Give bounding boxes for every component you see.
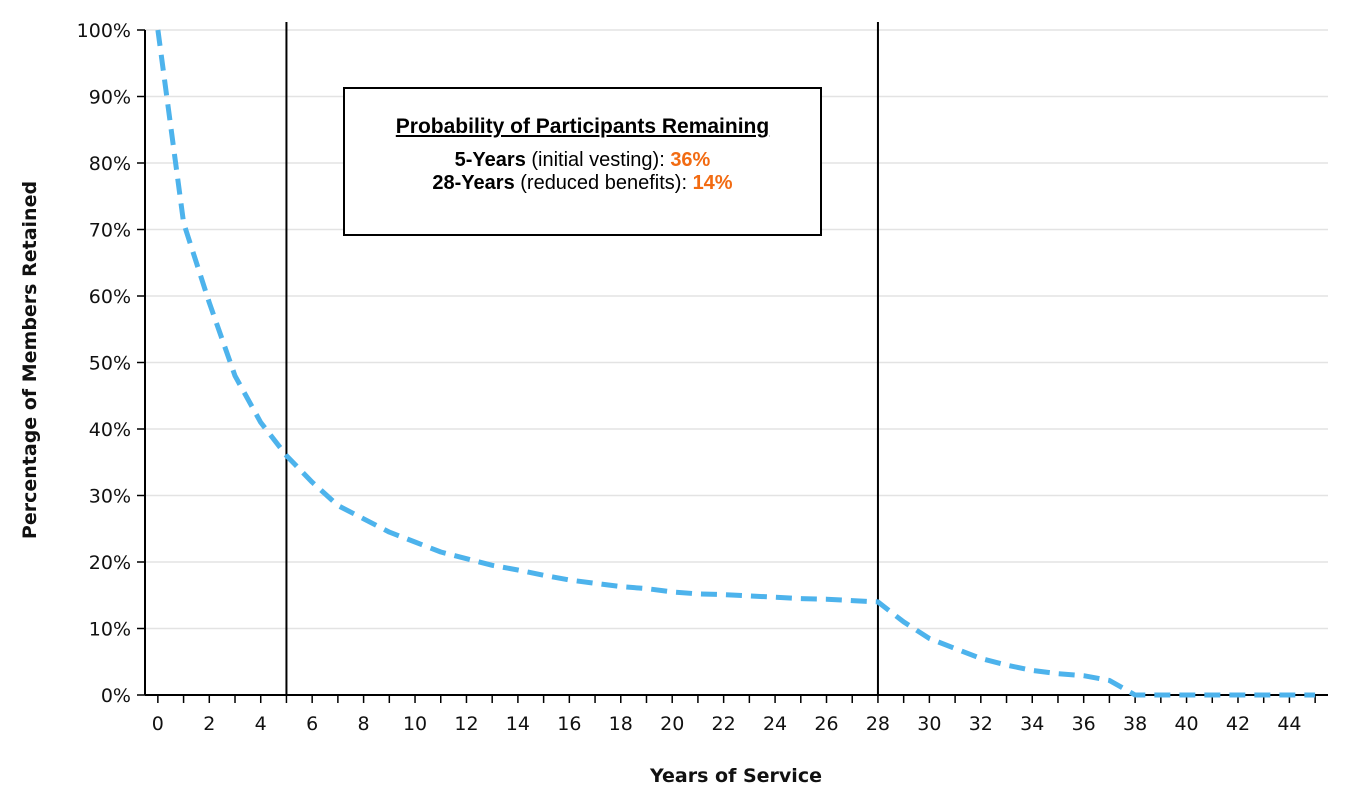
- x-tick-label: 18: [609, 713, 633, 735]
- x-tick-label: 8: [358, 713, 370, 735]
- y-tick-label: 100%: [77, 20, 131, 42]
- x-tick-label: 40: [1174, 713, 1198, 735]
- x-axis-title: Years of Service: [649, 765, 822, 787]
- y-tick-label: 80%: [89, 153, 131, 175]
- annotation-label: 28-Years: [432, 172, 515, 194]
- x-tick-label: 38: [1123, 713, 1147, 735]
- x-tick-label: 24: [763, 713, 787, 735]
- annotation-box: Probability of Participants Remaining 5-…: [343, 87, 822, 236]
- x-tick-label: 0: [152, 713, 164, 735]
- y-tick-label: 20%: [89, 552, 131, 574]
- y-axis-title: Percentage of Members Retained: [19, 181, 41, 539]
- x-tick-label: 14: [506, 713, 530, 735]
- series-line: [155, 29, 1316, 698]
- y-tick-label: 70%: [89, 220, 131, 242]
- x-tick-label: 6: [306, 713, 318, 735]
- x-tick-label: 36: [1072, 713, 1096, 735]
- annotation-value: 14%: [692, 172, 733, 194]
- y-tick-labels: 0% 10% 20% 30% 40% 50% 60% 70% 80% 90% 100%: [77, 20, 131, 707]
- annotation-line-5-years: 5-Years (initial vesting): 36%: [345, 149, 820, 172]
- x-tick-label: 4: [255, 713, 267, 735]
- annotation-value: 36%: [670, 149, 711, 171]
- y-tick-label: 50%: [89, 353, 131, 375]
- y-tick-label: 10%: [89, 619, 131, 641]
- reference-lines: [285, 22, 879, 695]
- x-tick-label: 32: [969, 713, 993, 735]
- annotation-label: 5-Years: [454, 149, 526, 171]
- y-tick-label: 40%: [89, 419, 131, 441]
- series-layer: [155, 29, 1316, 698]
- x-tick-label: 10: [403, 713, 427, 735]
- x-tick-label: 20: [660, 713, 684, 735]
- x-tick-label: 28: [866, 713, 890, 735]
- x-tick-labels: 0 2 4 6 8 10 12 14 16 18 20 22 24 26 28 30 32 34 36 38 40 42 4…: [152, 713, 1302, 735]
- annotation-desc: (reduced benefits):: [514, 172, 693, 194]
- y-tick-label: 60%: [89, 286, 131, 308]
- x-tick-label: 12: [454, 713, 478, 735]
- x-tick-label: 22: [712, 713, 736, 735]
- y-tick-label: 90%: [89, 87, 131, 109]
- x-tick-label: 16: [557, 713, 581, 735]
- x-tick-label: 34: [1020, 713, 1044, 735]
- x-tick-label: 30: [917, 713, 941, 735]
- x-tick-label: 2: [203, 713, 215, 735]
- y-tick-label: 30%: [89, 486, 131, 508]
- y-tick-label: 0%: [101, 685, 131, 707]
- x-tick-label: 42: [1226, 713, 1250, 735]
- x-tick-label: 26: [814, 713, 838, 735]
- annotation-title: Probability of Participants Remaining: [395, 115, 770, 138]
- annotation-desc: (initial vesting):: [525, 149, 671, 171]
- x-tick-label: 44: [1277, 713, 1301, 735]
- annotation-line-28-years: 28-Years (reduced benefits): 14%: [345, 172, 820, 195]
